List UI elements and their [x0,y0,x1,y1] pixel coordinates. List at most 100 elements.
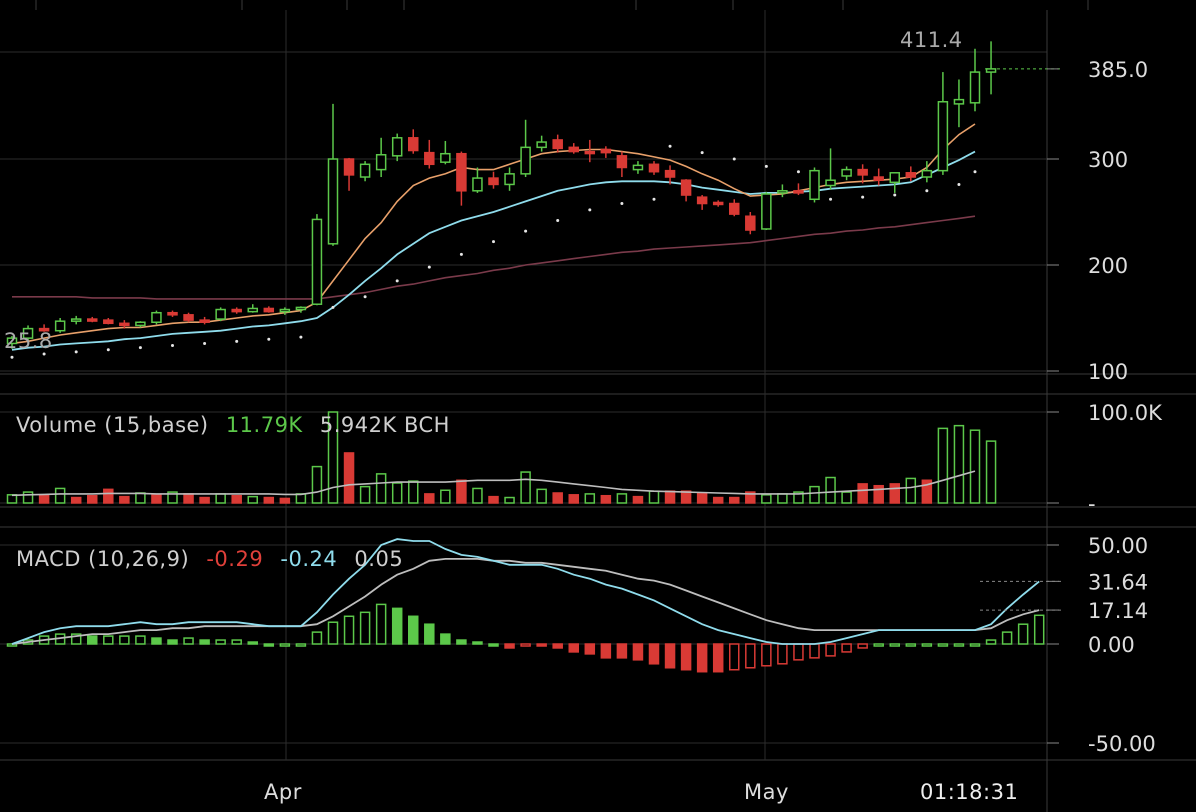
high-price-label: 411.4 [900,28,963,52]
macd-histogram-bar-11 [183,637,194,645]
macd-histogram-bar-9 [151,637,162,645]
macd-axis-label-4: -50.00 [1088,732,1156,756]
sar-dot-1 [42,352,46,356]
macd-histogram-bar-16 [263,643,275,647]
candle-body-43 [696,196,708,205]
macd-histogram-bar-17 [279,643,291,647]
candle-body-17 [279,308,291,313]
volume-bar-37 [600,494,612,504]
macd-histogram-bar-40 [648,643,660,665]
volume-bar-2 [38,494,50,504]
volume-bar-6 [103,488,114,504]
volume-bar-52 [841,491,852,504]
macd-histogram-bar-31 [504,643,515,649]
sar-dot-22 [668,144,672,148]
macd-histogram-bar-63 [1017,623,1029,645]
volume-bar-15 [247,495,258,504]
price-panel[interactable]: 385.0 300 200 100 [6,41,1149,384]
volume-bar-38 [616,493,628,504]
sar-dot-28 [861,195,865,199]
macd-axis-label-1: 31.64 [1088,570,1148,594]
sar-dot-30 [925,189,929,193]
candle-body-40 [648,163,660,173]
macd-histogram-bar-36 [584,643,596,655]
candle-body-34 [552,139,563,150]
candle-body-42 [680,179,692,196]
macd-histogram-bar-19 [311,631,323,645]
candle-body-38 [616,155,628,169]
macd-histogram-bar-15 [247,641,258,645]
volume-bar-7 [119,495,130,504]
volume-bar-21 [343,452,355,504]
candle-body-24 [391,137,403,157]
sar-dot-14 [459,252,463,256]
macd-histogram-bar-33 [536,643,547,647]
volume-bar-9 [151,494,162,504]
volume-bar-53 [857,483,868,504]
macd-histogram-bar-51 [825,643,836,657]
macd-histogram-bar-45 [729,643,740,671]
candle-body-41 [664,169,676,178]
macd-axis-label-3: 0.00 [1088,633,1135,657]
volume-bar-28 [456,479,467,504]
candle-body-18 [295,306,307,311]
candle-body-29 [472,177,483,192]
macd-histogram-bar-23 [375,603,387,645]
volume-bar-26 [424,493,435,504]
volume-bar-19 [311,465,323,504]
candle-body-11 [183,314,194,321]
candle-body-57 [921,169,933,178]
price-axis-label-0: 385.0 [1088,58,1148,82]
sar-dot-24 [732,157,736,161]
volume-panel[interactable]: 100.0K - [6,401,1164,516]
macd-histogram-bar-29 [472,641,483,645]
volume-bar-50 [809,485,820,504]
candle-body-50 [809,169,820,201]
time-label-may: May [744,780,789,804]
macd-histogram-bar-58 [937,643,949,647]
macd-histogram-bar-55 [889,643,900,647]
volume-bar-59 [953,424,965,504]
candle-body-31 [504,173,515,186]
sar-dot-31 [957,182,961,186]
volume-bar-11 [183,493,194,504]
price-axis-label-1: 300 [1088,148,1128,172]
volume-title: Volume (15,base) [16,413,209,437]
candle-body-56 [905,172,917,178]
macd-histogram-bar-47 [761,643,772,667]
sar-dot-8 [267,337,271,341]
macd-histogram-bar-37 [600,643,612,659]
time-label-apr: Apr [264,780,302,804]
macd-histogram-bar-22 [359,611,371,645]
candle-body-36 [584,150,596,155]
candle-body-9 [151,311,162,323]
sar-dot-23 [700,151,704,155]
sar-dot-2 [74,350,78,354]
macd-title: MACD (10,26,9) [16,547,190,571]
sar-dot-0 [10,355,14,359]
macd-panel[interactable]: 50.00 31.64 17.14 0.00 -50.00 [6,534,1156,756]
macd-legend: MACD (10,26,9) -0.29 -0.24 0.05 [16,547,413,571]
volume-bar-0 [6,494,18,504]
sar-dot-11 [363,295,367,299]
candle-body-46 [745,215,756,231]
candle-body-49 [793,190,804,194]
volume-bar-16 [263,496,275,504]
macd-histogram-bar-30 [488,643,499,647]
macd-histogram-bar-6 [103,635,114,645]
candle-body-32 [520,146,531,175]
macd-line [11,538,1040,645]
volume-bar-13 [215,493,226,504]
volume-bar-49 [793,491,804,504]
sar-dot-16 [524,229,528,233]
candle-body-55 [889,172,900,184]
volume-bar-48 [777,493,788,504]
volume-bar-31 [504,496,515,504]
macd-histogram-bar-12 [199,639,210,645]
candle-body-48 [777,190,788,194]
low-price-label: 25.8 [4,329,53,353]
volume-bar-41 [664,490,676,504]
volume-bar-14 [231,494,242,504]
volume-bar-10 [167,491,178,504]
